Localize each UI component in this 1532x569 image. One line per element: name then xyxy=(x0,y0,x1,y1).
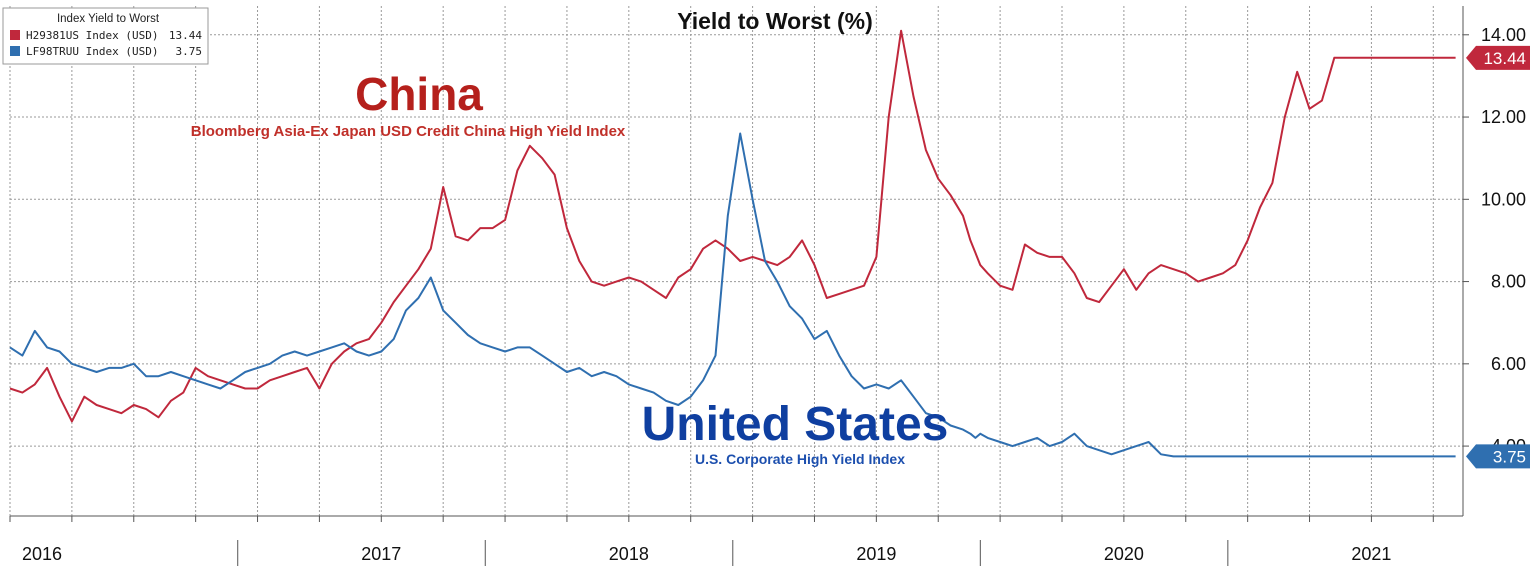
x-tick-label: 2017 xyxy=(361,544,401,564)
x-tick-label: 2018 xyxy=(609,544,649,564)
last-value-tag-text: 3.75 xyxy=(1493,447,1526,466)
x-tick-label: 2021 xyxy=(1351,544,1391,564)
legend-swatch-us xyxy=(10,46,20,56)
china-title: China xyxy=(355,68,483,120)
china-subtitle: Bloomberg Asia-Ex Japan USD Credit China… xyxy=(191,123,626,140)
legend-box xyxy=(2,7,209,65)
us-subtitle: U.S. Corporate High Yield Index xyxy=(695,451,905,467)
y-tick-label: 14.00 xyxy=(1481,25,1526,45)
last-value-tags: 13.44 3.75 xyxy=(1466,45,1530,469)
legend-swatch-china xyxy=(10,30,20,40)
last-value-tag-bg xyxy=(1466,45,1530,70)
last-value-tag-china: 13.44 xyxy=(1466,45,1530,70)
x-tick-label: 2020 xyxy=(1104,544,1144,564)
y-tick-label: 8.00 xyxy=(1491,272,1526,292)
last-value-tag-text: 13.44 xyxy=(1483,49,1526,68)
legend-value-us: 3.75 xyxy=(176,45,203,58)
legend-label-china: H29381US Index (USD) xyxy=(26,29,158,42)
legend: Index Yield to Worst H29381US Index (USD… xyxy=(2,7,209,65)
x-tick-label: 2016 xyxy=(22,544,62,564)
us-title: United States xyxy=(642,398,949,451)
x-axis: 2016 2017 2018 2019 2020 2021 xyxy=(9,515,1463,566)
x-tick-label: 2019 xyxy=(856,544,896,564)
y-tick-label: 12.00 xyxy=(1481,107,1526,127)
legend-value-china: 13.44 xyxy=(169,29,202,42)
china-series-line xyxy=(9,29,1456,423)
last-value-tag-us: 3.75 xyxy=(1466,444,1530,469)
grid xyxy=(9,6,1463,516)
series-lines xyxy=(9,29,1456,458)
y-tick-label: 6.00 xyxy=(1491,354,1526,374)
y-tick-label: 10.00 xyxy=(1481,189,1526,209)
us-series-line xyxy=(9,132,1456,458)
legend-label-us: LF98TRUU Index (USD) xyxy=(26,45,158,58)
legend-title: Index Yield to Worst xyxy=(57,13,160,25)
last-value-tag-bg xyxy=(1466,444,1530,469)
chart-title: Yield to Worst (%) xyxy=(677,8,873,34)
